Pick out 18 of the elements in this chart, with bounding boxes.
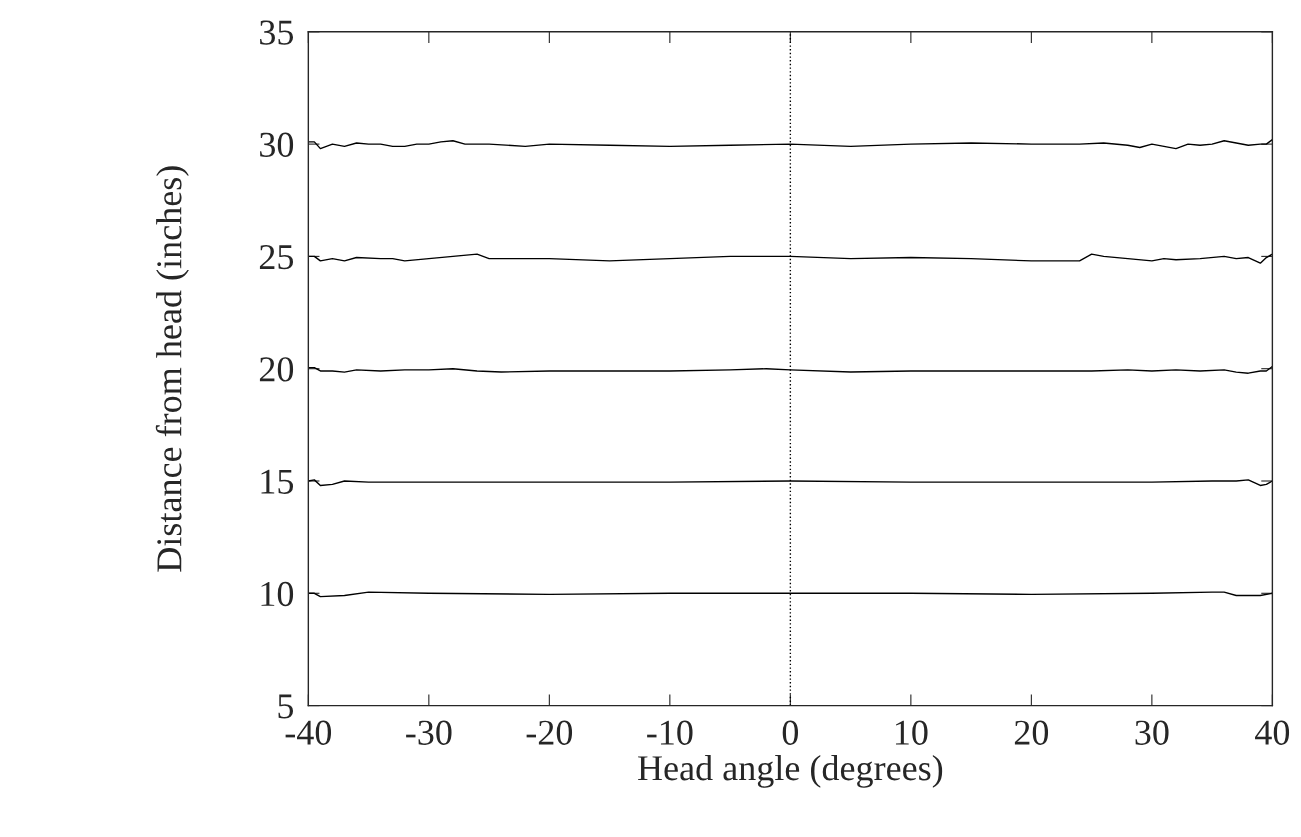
y-tick-label: 5: [278, 694, 294, 719]
x-tick-label: 0: [782, 720, 799, 745]
y-tick-label: 30: [260, 132, 294, 157]
y-tick-label: 10: [261, 581, 294, 607]
x-axis-title: Head angle (degrees): [638, 755, 943, 788]
y-tick-label: 20: [259, 357, 294, 382]
y-tick-label: 25: [259, 245, 294, 270]
x-tick-label: -10: [647, 720, 693, 745]
x-tick-label: 30: [1135, 720, 1169, 745]
x-tick-label: 40: [1255, 720, 1290, 745]
x-tick-label: -40: [285, 720, 332, 745]
y-axis-title: Distance from head (inches): [155, 166, 189, 572]
x-tick-label: 10: [895, 720, 928, 745]
y-tick-label: 15: [261, 469, 294, 494]
x-tick-label: 20: [1014, 720, 1049, 745]
x-tick-label: -30: [406, 720, 452, 745]
y-tick-label: 35: [260, 20, 294, 45]
x-tick-label: -20: [526, 720, 573, 745]
